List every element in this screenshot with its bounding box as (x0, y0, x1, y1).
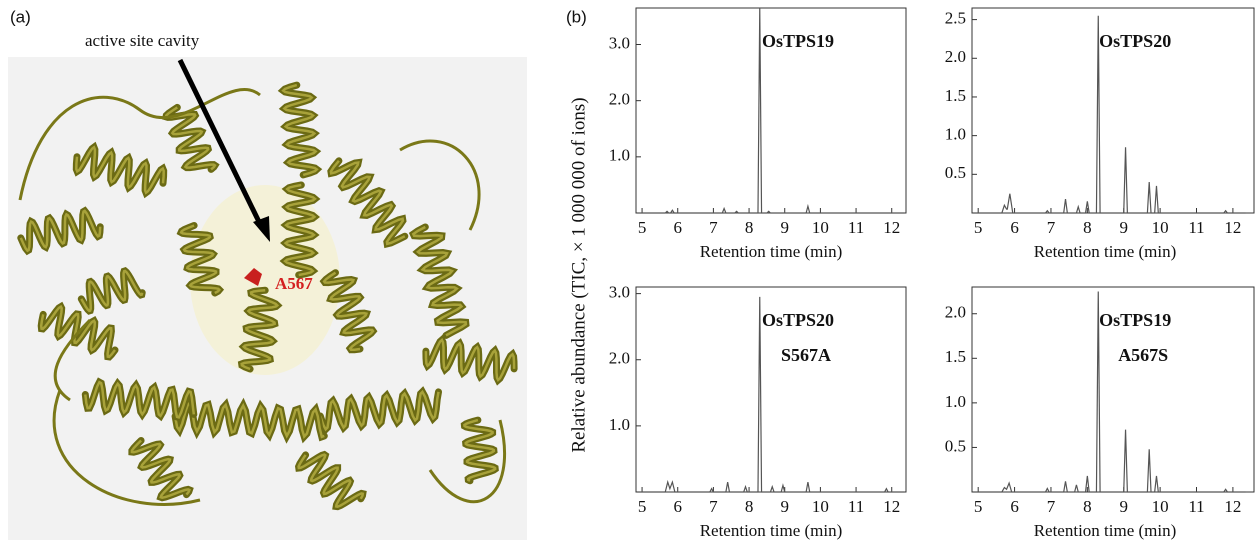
x-tick-label: 7 (1047, 218, 1056, 237)
x-tick-label: 8 (1083, 497, 1092, 516)
y-tick-label: 2.0 (609, 90, 630, 109)
x-tick-label: 7 (1047, 497, 1056, 516)
annotation: active site cavity (85, 31, 200, 50)
y-tick-label: 1.5 (945, 347, 966, 366)
y-tick-label: 3.0 (609, 33, 630, 52)
chart-subtitle: A567S (1118, 345, 1168, 365)
y-axis-label: Relative abundance (TIC, × 1 000 000 of … (568, 97, 589, 452)
y-tick-label: 3.0 (609, 283, 630, 302)
panel-label: (b) (566, 7, 587, 26)
residue-label: A567 (275, 274, 313, 293)
x-tick-label: 11 (848, 218, 864, 237)
y-tick-label: 0.5 (945, 436, 966, 455)
x-tick-label: 10 (1152, 218, 1169, 237)
x-axis-label: Retention time (min) (1034, 521, 1177, 540)
x-tick-label: 7 (709, 218, 718, 237)
x-tick-label: 8 (1083, 218, 1092, 237)
x-tick-label: 7 (709, 497, 718, 516)
figure: (a) (b) active site cavity A567 Relative… (0, 0, 1256, 552)
x-tick-label: 5 (974, 497, 983, 516)
y-tick-label: 1.0 (945, 125, 966, 144)
x-tick-label: 6 (673, 218, 682, 237)
chart-title: OsTPS20 (1099, 31, 1171, 51)
y-tick-label: 1.0 (609, 415, 630, 434)
y-tick-label: 2.5 (945, 9, 966, 28)
x-tick-label: 8 (745, 218, 754, 237)
y-tick-label: 1.5 (945, 86, 966, 105)
x-tick-label: 11 (848, 497, 864, 516)
x-tick-label: 6 (1010, 497, 1019, 516)
x-tick-label: 6 (673, 497, 682, 516)
panel-label: (a) (10, 7, 31, 26)
x-tick-label: 5 (638, 497, 647, 516)
x-tick-label: 12 (883, 218, 900, 237)
x-tick-label: 9 (780, 218, 789, 237)
x-tick-label: 12 (1224, 497, 1241, 516)
y-tick-label: 2.0 (609, 349, 630, 368)
x-tick-label: 11 (1188, 497, 1204, 516)
x-tick-label: 10 (1152, 497, 1169, 516)
x-tick-label: 12 (1224, 218, 1241, 237)
chart-subtitle: S567A (781, 345, 831, 365)
x-axis-label: Retention time (min) (700, 242, 843, 261)
x-tick-label: 11 (1188, 218, 1204, 237)
x-tick-label: 12 (883, 497, 900, 516)
y-tick-label: 0.5 (945, 163, 966, 182)
x-axis-label: Retention time (min) (1034, 242, 1177, 261)
x-tick-label: 10 (812, 497, 829, 516)
y-tick-label: 2.0 (945, 47, 966, 66)
chart-title: OsTPS19 (1099, 310, 1171, 330)
chart-title: OsTPS19 (762, 31, 834, 51)
x-tick-label: 8 (745, 497, 754, 516)
x-tick-label: 9 (1119, 497, 1128, 516)
x-tick-label: 5 (638, 218, 647, 237)
x-axis-label: Retention time (min) (700, 521, 843, 540)
x-tick-label: 9 (780, 497, 789, 516)
y-tick-label: 2.0 (945, 303, 966, 322)
chart-title: OsTPS20 (762, 310, 834, 330)
x-tick-label: 6 (1010, 218, 1019, 237)
x-tick-label: 9 (1119, 218, 1128, 237)
x-tick-label: 5 (974, 218, 983, 237)
y-tick-label: 1.0 (609, 146, 630, 165)
y-tick-label: 1.0 (945, 392, 966, 411)
x-tick-label: 10 (812, 218, 829, 237)
